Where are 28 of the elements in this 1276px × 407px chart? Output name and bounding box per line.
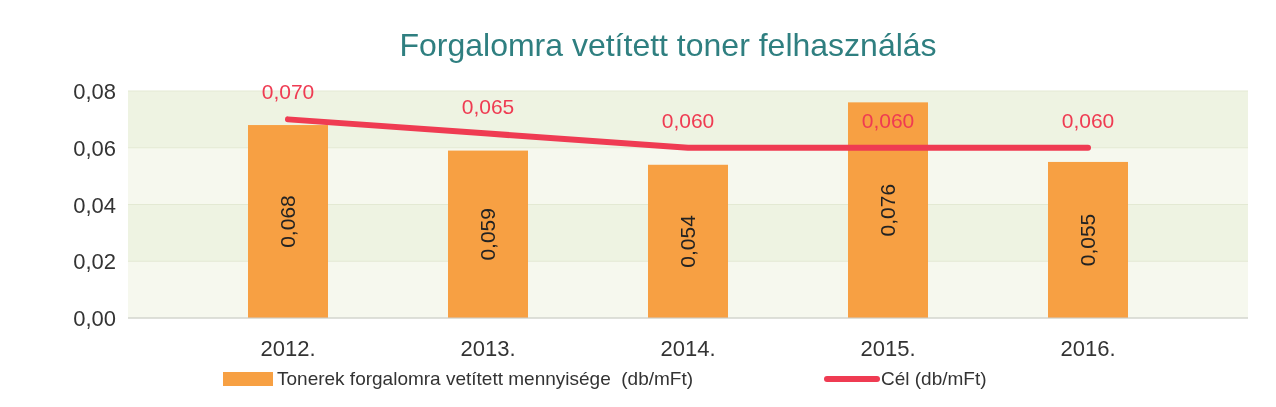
data-label: 0,068 — [276, 195, 299, 248]
x-tick-label: 2012. — [260, 336, 316, 361]
data-label: 0,059 — [476, 208, 499, 261]
bar — [248, 125, 328, 318]
bar — [1048, 161, 1128, 318]
data-label: 0,055 — [1076, 213, 1099, 267]
y-tick-label: 0,02 — [73, 249, 116, 275]
data-label: 0,070 — [261, 80, 315, 104]
y-tick-label: 0,04 — [73, 192, 116, 218]
data-label: 0,060 — [661, 108, 715, 132]
data-label: 0,054 — [676, 214, 699, 268]
x-tick-label: 2016. — [1060, 336, 1116, 361]
y-tick-label: 0,06 — [73, 135, 116, 161]
x-tick-label: 2013. — [460, 336, 516, 361]
legend-label: Cél (db/mFt) — [881, 368, 987, 389]
data-label: 0,060 — [1061, 108, 1115, 132]
bar — [648, 164, 728, 318]
y-tick-label: 0,08 — [73, 79, 116, 104]
legend-label: Tonerek forgalomra vetített mennyisége (db/mFt) — [277, 368, 694, 389]
x-tick-label: 2015. — [860, 336, 916, 361]
data-label: 0,060 — [861, 108, 915, 132]
bar — [448, 150, 528, 318]
data-label: 0,076 — [876, 183, 899, 237]
x-tick-label: 2014. — [660, 336, 716, 361]
data-label: 0,065 — [461, 94, 515, 118]
chart-title: Forgalomra vetített toner felhasználás — [399, 27, 937, 63]
bar — [848, 102, 928, 318]
y-tick-label: 0,00 — [73, 306, 116, 331]
